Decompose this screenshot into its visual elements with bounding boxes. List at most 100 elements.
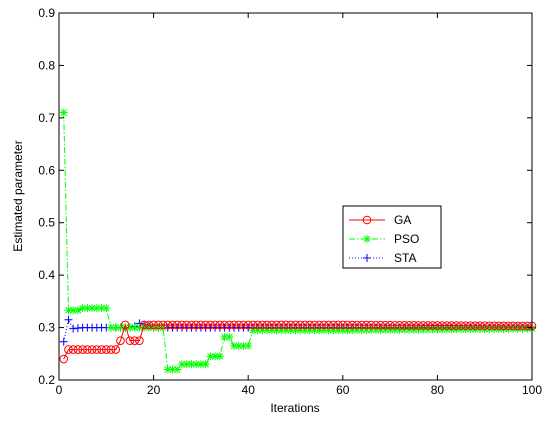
data-point-ga	[196, 320, 206, 330]
data-point-ga	[239, 320, 248, 330]
data-point-ga	[64, 345, 73, 354]
data-point-ga	[489, 321, 499, 331]
x-tick-label: 100	[522, 383, 542, 397]
data-point-ga	[338, 320, 348, 330]
data-point-pso	[357, 326, 366, 335]
data-point-pso	[182, 360, 191, 369]
data-point-pso	[206, 352, 215, 361]
data-point-ga	[295, 320, 305, 330]
data-point-ga	[371, 320, 381, 330]
data-point-pso	[405, 325, 414, 334]
data-point-pso	[187, 360, 196, 369]
x-tick-label: 40	[242, 383, 256, 397]
data-point-pso	[300, 326, 309, 335]
data-point-pso	[305, 326, 314, 335]
legend-entry-pso: PSO	[349, 232, 419, 246]
x-tick-label: 20	[147, 383, 161, 397]
legend-label: GA	[394, 213, 411, 227]
data-point-ga	[418, 321, 428, 330]
data-point-pso	[159, 323, 168, 332]
data-point-ga	[305, 320, 314, 330]
data-point-ga	[485, 321, 494, 331]
data-point-ga	[267, 320, 277, 330]
data-point-pso	[291, 326, 300, 335]
data-point-ga	[357, 320, 367, 330]
data-point-ga	[130, 336, 139, 345]
data-point-pso	[509, 324, 518, 333]
data-point-pso	[88, 304, 97, 313]
data-point-ga	[376, 320, 385, 330]
data-point-ga	[470, 321, 480, 330]
data-point-pso	[130, 323, 139, 332]
x-tick-label: 60	[336, 383, 350, 397]
data-point-ga	[314, 320, 324, 330]
data-point-ga	[83, 345, 92, 354]
data-point-pso	[490, 324, 499, 333]
data-point-pso	[286, 326, 295, 335]
y-tick-label: 0.3	[38, 321, 55, 335]
data-point-ga	[106, 345, 116, 354]
data-point-ga	[277, 320, 286, 330]
data-point-ga	[499, 321, 508, 331]
data-point-pso	[272, 326, 281, 335]
data-point-pso	[386, 325, 395, 334]
data-point-ga	[158, 320, 168, 330]
data-point-pso	[59, 108, 68, 117]
data-point-pso	[518, 324, 527, 333]
data-point-ga	[442, 321, 452, 330]
data-point-pso	[315, 326, 324, 335]
data-point-ga	[414, 321, 423, 330]
y-axis-label: Estimated parameter	[11, 140, 25, 251]
data-point-ga	[201, 320, 210, 330]
data-point-pso	[263, 326, 272, 335]
legend-box	[342, 205, 442, 269]
data-point-ga	[68, 345, 78, 354]
data-point-ga	[272, 320, 281, 330]
data-point-pso	[319, 326, 328, 335]
data-point-pso	[296, 326, 305, 335]
data-point-pso	[73, 306, 82, 315]
data-point-ga	[234, 320, 244, 330]
data-point-ga	[475, 321, 485, 331]
data-point-pso	[107, 323, 116, 332]
data-point-pso	[196, 360, 205, 369]
data-point-ga	[59, 354, 69, 364]
data-point-ga	[116, 336, 125, 345]
y-tick-label: 0.8	[38, 58, 55, 72]
legend: GA PSO STA	[342, 205, 442, 269]
data-point-pso	[371, 325, 380, 334]
data-point-ga	[78, 345, 87, 354]
data-point-pso	[121, 323, 130, 332]
data-point-pso	[253, 326, 262, 335]
data-point-pso	[92, 304, 101, 313]
data-point-ga	[243, 320, 253, 330]
data-point-ga	[258, 320, 267, 330]
data-point-ga	[508, 321, 518, 331]
data-point-ga	[262, 320, 272, 330]
y-tick-label: 0.9	[38, 6, 55, 20]
data-point-pso	[494, 324, 503, 333]
data-point-ga	[423, 321, 433, 330]
data-point-ga	[390, 320, 400, 330]
series-line-sta	[63, 318, 532, 342]
data-point-pso	[97, 304, 106, 313]
data-point-ga	[253, 320, 262, 330]
data-point-pso	[381, 325, 390, 334]
data-point-ga	[522, 321, 532, 331]
data-point-ga	[504, 321, 513, 331]
data-point-pso	[125, 323, 134, 332]
data-point-ga	[144, 320, 154, 330]
data-point-ga	[248, 320, 258, 330]
data-point-pso	[225, 333, 234, 342]
data-point-pso	[234, 341, 243, 350]
data-point-pso	[168, 365, 177, 374]
data-point-ga	[291, 320, 300, 330]
data-point-ga	[220, 320, 229, 330]
data-point-ga	[347, 320, 357, 330]
data-point-pso	[116, 323, 125, 332]
data-point-ga	[281, 320, 291, 330]
data-point-ga	[333, 320, 343, 330]
data-point-ga	[513, 321, 523, 331]
data-point-pso	[83, 304, 92, 313]
data-point-pso	[220, 333, 229, 342]
